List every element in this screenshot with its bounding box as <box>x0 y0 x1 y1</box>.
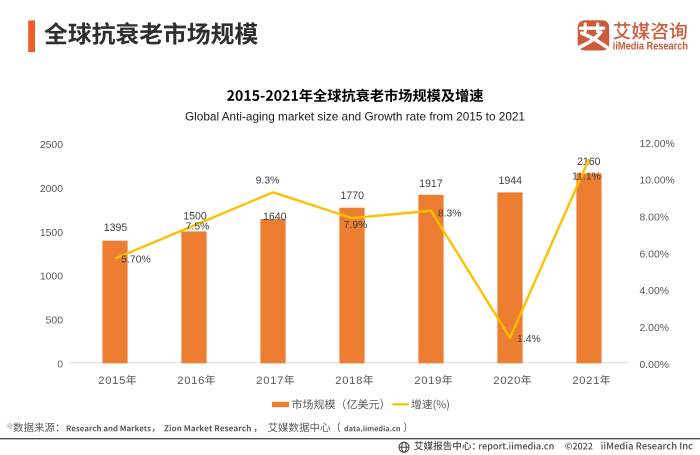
svg-text:12.00%: 12.00% <box>640 139 675 150</box>
svg-text:0: 0 <box>57 360 63 371</box>
svg-text:10.00%: 10.00% <box>640 176 675 187</box>
svg-text:Global Anti-aging market size: Global Anti-aging market size and Growth… <box>185 109 525 123</box>
svg-text:2000: 2000 <box>40 184 63 195</box>
svg-text:1000: 1000 <box>40 272 63 283</box>
svg-text:1770: 1770 <box>341 190 365 202</box>
svg-text:2016: 2016 <box>177 375 205 387</box>
svg-text:2021: 2021 <box>572 375 600 387</box>
svg-text:1500: 1500 <box>40 228 63 239</box>
svg-text:2018: 2018 <box>335 375 363 387</box>
svg-text:7.9%: 7.9% <box>344 220 368 231</box>
svg-text:2500: 2500 <box>40 140 63 151</box>
svg-text:2.00%: 2.00% <box>640 323 669 334</box>
svg-text:0.00%: 0.00% <box>640 360 669 371</box>
svg-text:11.1%: 11.1% <box>572 171 601 182</box>
svg-text:8.3%: 8.3% <box>438 208 462 219</box>
svg-text:1917: 1917 <box>419 178 443 190</box>
svg-text:2019: 2019 <box>414 375 442 387</box>
svg-text:500: 500 <box>46 316 64 327</box>
svg-text:2017: 2017 <box>256 375 284 387</box>
svg-text:4.00%: 4.00% <box>640 286 669 297</box>
svg-text:7.5%: 7.5% <box>186 222 210 233</box>
svg-text:5.70%: 5.70% <box>121 254 150 265</box>
svg-text:iiMedia Research: iiMedia Research <box>613 40 688 52</box>
svg-text:1944: 1944 <box>499 175 523 187</box>
svg-text:9.3%: 9.3% <box>256 175 280 186</box>
svg-text:2015: 2015 <box>98 375 126 387</box>
svg-text:6.00%: 6.00% <box>640 249 669 260</box>
svg-text:1395: 1395 <box>104 222 128 234</box>
svg-text:1500: 1500 <box>183 211 207 223</box>
svg-text:1.4%: 1.4% <box>517 334 541 345</box>
svg-text:2020: 2020 <box>493 375 521 387</box>
svg-text:1640: 1640 <box>263 211 287 223</box>
svg-text:8.00%: 8.00% <box>640 213 669 224</box>
